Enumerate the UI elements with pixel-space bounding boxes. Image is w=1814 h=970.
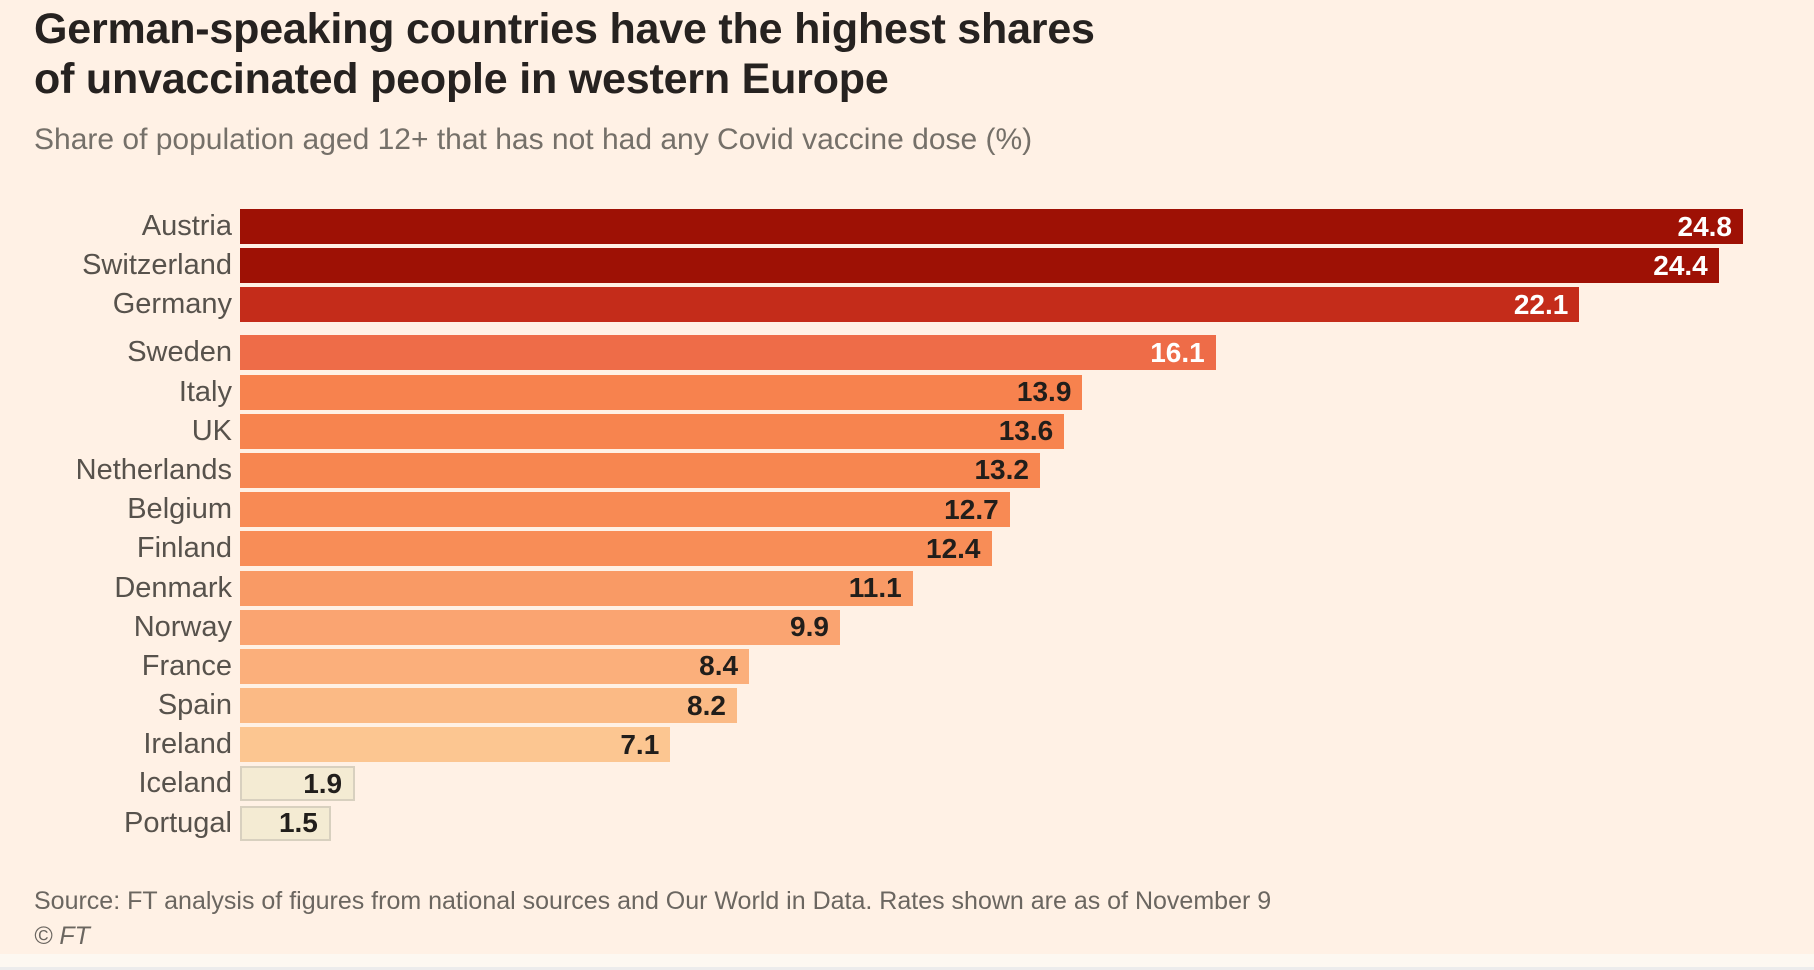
bar-row-netherlands: Netherlands 13.2 <box>0 452 1814 488</box>
bar-switzerland: 24.4 <box>240 248 1719 284</box>
value-label: 1.9 <box>303 767 343 799</box>
bar-denmark: 11.1 <box>240 570 913 606</box>
value-label: 16.1 <box>1150 336 1205 368</box>
bar-track: 13.6 <box>240 413 1743 449</box>
bar-row-ireland: Ireland 7.1 <box>0 727 1814 763</box>
value-label: 22.1 <box>1513 288 1569 320</box>
bar-track: 13.9 <box>240 374 1743 410</box>
bar-row-finland: Finland 12.4 <box>0 531 1814 567</box>
bar-spain: 8.2 <box>240 688 737 724</box>
bar-ireland: 7.1 <box>240 727 671 763</box>
ft-copyright: © FT <box>34 922 90 950</box>
bar-uk: 13.6 <box>240 413 1065 449</box>
country-label: Switzerland <box>82 249 232 282</box>
value-label: 24.4 <box>1653 249 1708 281</box>
bar-track: 9.9 <box>240 609 1743 645</box>
bar-norway: 9.9 <box>240 609 840 645</box>
bar-row-denmark: Denmark 11.1 <box>0 570 1814 606</box>
bar-netherlands: 13.2 <box>240 452 1040 488</box>
country-label: UK <box>191 414 232 447</box>
bar-finland: 12.4 <box>240 531 992 567</box>
value-label: 24.8 <box>1677 210 1733 242</box>
bar-track: 16.1 <box>240 335 1743 371</box>
country-label: Finland <box>136 532 232 565</box>
country-label: Denmark <box>114 571 232 604</box>
bar-track: 12.7 <box>240 492 1743 528</box>
country-label: Germany <box>112 288 232 321</box>
bar-track: 24.8 <box>240 209 1743 244</box>
value-label: 12.4 <box>926 532 981 564</box>
bar-austria: 24.8 <box>240 209 1743 244</box>
chart-title-line2: of unvaccinated people in western Europe <box>34 55 889 103</box>
country-label: Spain <box>157 689 232 722</box>
bar-row-iceland: Iceland 1.9 <box>0 766 1814 802</box>
country-label: Portugal <box>123 806 232 839</box>
bar-track: 11.1 <box>240 570 1743 606</box>
value-label: 13.9 <box>1016 376 1072 408</box>
bar-row-sweden: Sweden 16.1 <box>0 335 1814 371</box>
bar-track: 7.1 <box>240 727 1743 763</box>
bar-row-france: France 8.4 <box>0 648 1814 684</box>
country-label: Netherlands <box>75 453 232 486</box>
bar-row-italy: Italy 13.9 <box>0 374 1814 410</box>
bar-portugal: 1.5 <box>240 805 331 841</box>
country-label: Sweden <box>127 336 232 369</box>
bar-germany: 22.1 <box>240 287 1580 323</box>
bar-track: 1.5 <box>240 805 1743 841</box>
country-label: France <box>141 649 232 682</box>
value-label: 8.2 <box>687 689 726 721</box>
value-label: 11.1 <box>848 572 902 603</box>
bar-row-norway: Norway 9.9 <box>0 609 1814 645</box>
bar-track: 8.4 <box>240 648 1743 684</box>
bar-row-uk: UK 13.6 <box>0 413 1814 449</box>
value-label: 13.2 <box>974 454 1029 486</box>
bar-sweden: 16.1 <box>240 335 1216 371</box>
bar-row-austria: Austria 24.8 <box>0 209 1814 244</box>
bar-belgium: 12.7 <box>240 492 1010 528</box>
chart-title-line1: German-speaking countries have the highe… <box>34 5 1095 53</box>
value-label: 1.5 <box>278 807 318 839</box>
bar-track: 22.1 <box>240 287 1743 323</box>
value-label: 7.1 <box>620 728 660 760</box>
value-label: 8.4 <box>699 650 739 682</box>
bar-track: 24.4 <box>240 248 1743 284</box>
value-label: 13.6 <box>998 415 1054 447</box>
bar-row-belgium: Belgium 12.7 <box>0 492 1814 528</box>
country-label: Austria <box>141 210 232 242</box>
bar-iceland: 1.9 <box>240 766 356 802</box>
bar-france: 8.4 <box>240 648 750 684</box>
value-label: 12.7 <box>944 493 999 525</box>
country-label: Iceland <box>138 767 232 800</box>
bar-track: 8.2 <box>240 688 1743 724</box>
country-label: Ireland <box>143 728 232 761</box>
bar-chart: Austria 24.8 Switzerland 24.4 Germany 22… <box>0 209 1814 845</box>
country-label: Belgium <box>127 493 232 526</box>
chart-title: German-speaking countries have the highe… <box>34 4 1095 104</box>
bar-row-portugal: Portugal 1.5 <box>0 805 1814 841</box>
value-label: 9.9 <box>790 611 829 643</box>
bar-track: 13.2 <box>240 452 1743 488</box>
bar-track: 1.9 <box>240 766 1743 802</box>
bar-row-switzerland: Switzerland 24.4 <box>0 248 1814 284</box>
bar-row-spain: Spain 8.2 <box>0 688 1814 724</box>
country-label: Italy <box>178 375 232 408</box>
bottom-strip <box>0 954 1814 970</box>
source-note: Source: FT analysis of figures from nati… <box>34 887 1272 915</box>
bar-row-germany: Germany 22.1 <box>0 287 1814 323</box>
bar-track: 12.4 <box>240 531 1743 567</box>
country-label: Norway <box>133 610 232 643</box>
chart-subtitle: Share of population aged 12+ that has no… <box>34 123 1033 156</box>
bar-italy: 13.9 <box>240 374 1083 410</box>
